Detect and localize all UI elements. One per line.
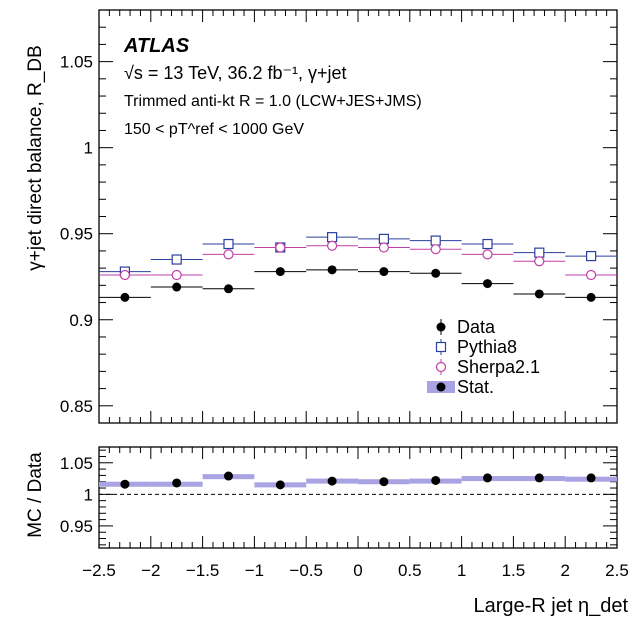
pythia8-point: [482, 238, 493, 250]
x-axis-label: Large-R jet η_det: [473, 595, 628, 617]
main-y-tick-label: 1: [84, 139, 93, 158]
data-point: [534, 289, 544, 299]
pythia8-point: [171, 254, 182, 265]
main-y-tick-label: 0.85: [60, 397, 93, 416]
ratio-point: [379, 477, 389, 487]
sherpa21-point: [275, 242, 286, 253]
ratio-y-tick-label: 1.05: [60, 454, 93, 473]
x-tick-label: 1: [457, 561, 466, 580]
data-point: [431, 268, 441, 278]
x-tick-label: 2.5: [605, 561, 629, 580]
pythia8-point: [327, 232, 338, 243]
ratio-point: [172, 478, 182, 488]
legend-label-pythia8: Pythia8: [457, 337, 517, 357]
algorithm-label: Trimmed anti-kt R = 1.0 (LCW+JES+JMS): [124, 93, 422, 110]
legend-label-sherpa21: Sherpa2.1: [457, 357, 540, 377]
x-tick-label: 2: [560, 561, 569, 580]
main-y-tick-label: 0.9: [69, 311, 93, 330]
data-point: [586, 292, 596, 302]
sherpa21-point: [171, 269, 182, 281]
ratio-y-tick-label: 0.95: [60, 517, 93, 536]
main-y-tick-label: 1.05: [60, 53, 93, 72]
pythia8-point: [223, 238, 234, 250]
data-point: [327, 265, 337, 275]
x-tick-label: −2.5: [82, 561, 116, 580]
x-tick-label: −1.5: [186, 561, 220, 580]
legend-stat-marker: [436, 382, 446, 392]
data-point: [120, 292, 130, 302]
legend-pythia8-marker: [435, 341, 447, 353]
legend-data-marker: [436, 322, 446, 332]
data-point: [172, 282, 182, 292]
sherpa21-point: [119, 269, 131, 281]
x-tick-label: 1.5: [502, 561, 526, 580]
main-y-tick-label: 0.95: [60, 225, 93, 244]
x-tick-label: −0.5: [289, 561, 323, 580]
pythia8-point: [534, 247, 545, 258]
atlas-label: ATLAS: [123, 35, 190, 57]
ratio-point: [224, 471, 233, 481]
ratio-point: [534, 473, 544, 483]
legend-label-data: Data: [457, 317, 496, 337]
sherpa21-point: [378, 242, 389, 253]
ratio-point: [275, 480, 285, 490]
sherpa21-point: [585, 269, 597, 281]
x-tick-label: −1: [245, 561, 264, 580]
x-tick-label: 0: [353, 561, 362, 580]
data-point: [483, 279, 492, 289]
data-point: [379, 267, 389, 277]
ratio-point: [483, 473, 492, 483]
ratio-point: [120, 479, 130, 489]
legend-label-stat: Stat.: [457, 377, 494, 397]
data-point: [275, 267, 285, 277]
ratio-y-tick-label: 1: [84, 485, 93, 504]
sherpa21-point: [430, 244, 441, 255]
pythia8-point: [378, 233, 389, 244]
ratio-y-axis-label: MC / Data: [25, 452, 46, 538]
legend-sherpa21-marker: [435, 361, 447, 373]
ratio-panel: 0.95 1 1.05 −2.5 −2 −1.5 −1 −0.5 0 0.5 1 1.5 2 2.5: [60, 446, 629, 580]
ratio-point: [327, 476, 337, 486]
energy-label: √s = 13 TeV, 36.2 fb⁻¹, γ+jet: [124, 63, 347, 83]
ratio-plot-frame: [98, 446, 618, 549]
ratio-point: [586, 473, 596, 483]
sherpa21-point: [534, 256, 545, 267]
pt-range-label: 150 < pT^ref < 1000 GeV: [124, 121, 304, 138]
x-tick-label: 0.5: [398, 561, 422, 580]
pythia8-point: [585, 250, 597, 262]
main-y-axis-label: γ+jet direct balance, R_DB: [25, 45, 46, 270]
ratio-point: [431, 475, 441, 485]
x-tick-label: −2: [141, 561, 160, 580]
pythia8-point: [430, 235, 441, 246]
data-point: [224, 284, 233, 294]
sherpa21-point: [223, 249, 234, 260]
sherpa21-point: [482, 249, 493, 260]
main-panel: 0.85 0.9 0.95 1 1.05 DataPythia8Sherpa2.1Stat…: [60, 9, 618, 424]
sherpa21-point: [327, 240, 338, 251]
